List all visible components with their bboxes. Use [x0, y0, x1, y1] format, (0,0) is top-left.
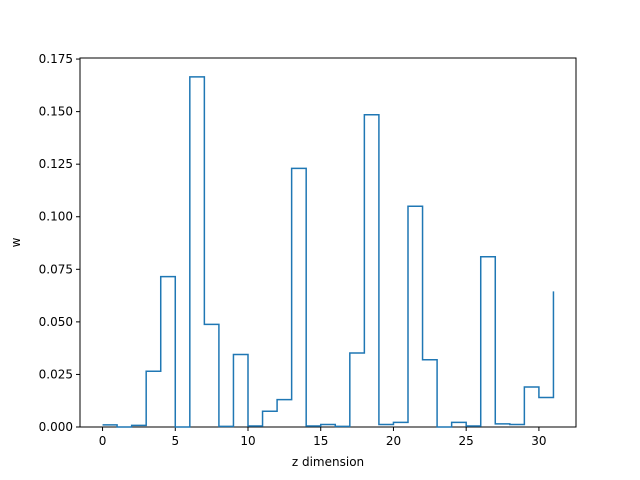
axes: 0 5 10 15 20 25 30 0.0000.0250.0500.0750.1000.… [39, 52, 577, 448]
x-tick-label: 15 [313, 434, 328, 448]
y-tick-label: 0.175 [39, 52, 73, 66]
x-tick-label: 10 [240, 434, 255, 448]
x-ticks: 0 5 10 15 20 25 30 [99, 427, 547, 448]
y-tick-label: 0.100 [39, 210, 73, 224]
x-tick-label: 0 [99, 434, 107, 448]
plot-frame [79, 57, 577, 428]
x-axis-label: z dimension [292, 455, 364, 469]
x-tick-label: 5 [171, 434, 179, 448]
y-ticks: 0.000 0.025 0.050 0.075 0.100 0.125 0.150 0.175 [39, 52, 80, 434]
y-axis-label: w [9, 237, 23, 247]
x-tick-label: 20 [386, 434, 401, 448]
y-tick-label: 0.025 [39, 367, 73, 381]
series-line [102, 76, 555, 428]
x-tick-label: 30 [531, 434, 546, 448]
y-tick-label: 0.150 [39, 105, 73, 119]
y-tick-label: 0.125 [39, 157, 73, 171]
y-tick-label: 0.050 [39, 315, 73, 329]
x-tick-label: 25 [459, 434, 474, 448]
y-tick-label: 0.000 [39, 420, 73, 434]
y-tick-label: 0.075 [39, 262, 73, 276]
